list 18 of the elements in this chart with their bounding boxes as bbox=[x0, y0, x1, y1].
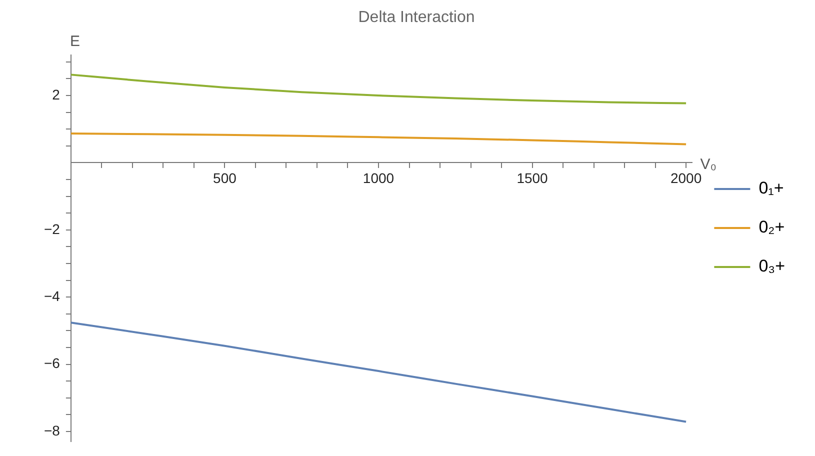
x-axis-title: V₀ bbox=[700, 156, 716, 173]
x-tick-label: 1500 bbox=[516, 170, 548, 186]
y-tick-label: −4 bbox=[44, 288, 60, 304]
y-tick-label: −2 bbox=[44, 220, 60, 237]
y-tick-label: −6 bbox=[44, 355, 60, 372]
legend-label: 0₁+ bbox=[758, 178, 784, 198]
legend-label: 0₂+ bbox=[758, 218, 785, 237]
y-tick-label: −8 bbox=[44, 422, 60, 438]
line-series bbox=[70, 322, 688, 423]
legend-label: 0₃+ bbox=[758, 256, 786, 276]
x-tick-label: 500 bbox=[213, 170, 237, 186]
y-axis-title: E bbox=[70, 32, 80, 50]
line-series bbox=[70, 132, 688, 146]
x-tick-label: 2000 bbox=[670, 170, 702, 186]
chart-title: Delta Interaction bbox=[358, 9, 475, 26]
x-tick-label: 1000 bbox=[362, 170, 394, 186]
y-tick-label: 2 bbox=[52, 86, 60, 102]
line-series bbox=[70, 74, 688, 104]
